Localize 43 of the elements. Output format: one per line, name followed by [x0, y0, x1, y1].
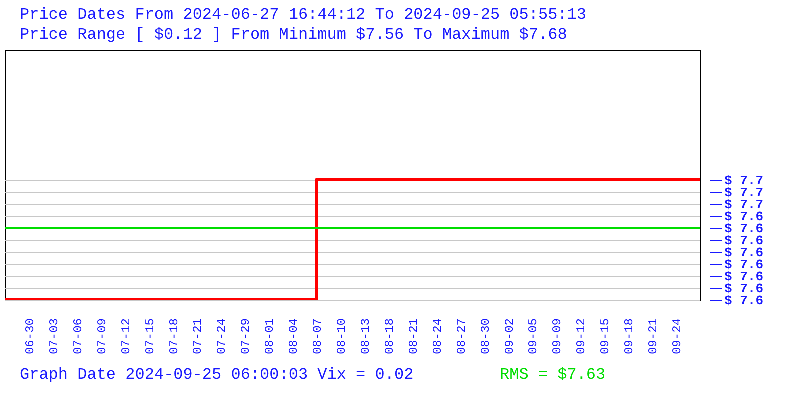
x-tick-label: 08-04: [287, 318, 302, 355]
y-tick-label: $ 7.7: [724, 198, 764, 212]
y-tick-label: $ 7.6: [724, 246, 764, 260]
x-tick-label: 07-29: [239, 318, 254, 355]
x-tick-label: 08-21: [406, 318, 421, 355]
x-tick-label: 08-18: [382, 318, 397, 355]
x-tick-label: 09-02: [502, 318, 517, 355]
x-tick-label: 08-27: [454, 318, 469, 355]
y-tick-label: $ 7.6: [724, 234, 764, 248]
x-tick-label: 07-18: [167, 318, 182, 355]
x-tick-label: 09-05: [526, 318, 541, 355]
y-tick-label: $ 7.6: [724, 222, 764, 236]
y-tick-label: $ 7.7: [724, 186, 764, 200]
y-tick-label: $ 7.6: [724, 282, 764, 296]
x-tick-label: 07-24: [215, 318, 230, 355]
x-tick-label: 08-07: [311, 318, 326, 355]
x-tick-label: 09-12: [574, 318, 589, 355]
x-tick-label: 09-18: [622, 318, 637, 355]
x-tick-label: 09-24: [670, 318, 685, 355]
y-tick-label: $ 7.6: [724, 210, 764, 224]
ref-line-label: RMS = $7.63: [500, 366, 606, 384]
x-tick-label: 07-21: [191, 318, 206, 355]
x-tick-label: 07-09: [95, 318, 110, 355]
x-tick-label: 08-30: [478, 318, 493, 355]
x-tick-label: 09-21: [646, 318, 661, 355]
x-tick-label: 07-15: [143, 318, 158, 355]
x-tick-label: 06-30: [23, 318, 38, 355]
x-tick-label: 09-09: [550, 318, 565, 355]
y-tick-label: $ 7.7: [724, 174, 764, 188]
y-tick-label: $ 7.6: [724, 270, 764, 284]
y-tick-label: $ 7.6: [724, 294, 764, 308]
x-tick-label: 08-10: [335, 318, 350, 355]
x-tick-label: 07-12: [119, 318, 134, 355]
x-tick-label: 09-15: [598, 318, 613, 355]
x-tick-label: 08-24: [430, 318, 445, 355]
chart-title: Price Dates From 2024-06-27 16:44:12 To 2024-09-25 05:55:13: [20, 6, 586, 24]
y-tick-label: $ 7.6: [724, 258, 764, 272]
x-tick-label: 07-06: [71, 318, 86, 355]
x-tick-label: 07-03: [47, 318, 62, 355]
text: Graph Date 2024-09-25 06:00:03 Vix = 0.02: [20, 366, 414, 384]
chart-subtitle: Price Range [ $0.12 ] From Minimum $7.56 To Maximum $7.68: [20, 26, 568, 44]
x-tick-label: 08-13: [358, 318, 373, 355]
x-tick-label: 08-01: [263, 318, 278, 355]
